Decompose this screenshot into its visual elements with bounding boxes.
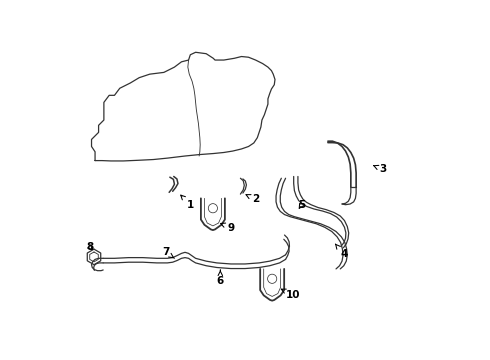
Text: 8: 8 [86, 242, 94, 252]
Text: 6: 6 [217, 270, 224, 285]
Text: 7: 7 [162, 247, 174, 258]
Text: 4: 4 [336, 244, 347, 259]
Text: 5: 5 [298, 200, 305, 210]
Text: 9: 9 [220, 222, 234, 233]
Text: 3: 3 [373, 165, 386, 174]
Text: 10: 10 [281, 289, 300, 300]
Text: 2: 2 [246, 194, 259, 204]
Text: 1: 1 [181, 195, 194, 210]
